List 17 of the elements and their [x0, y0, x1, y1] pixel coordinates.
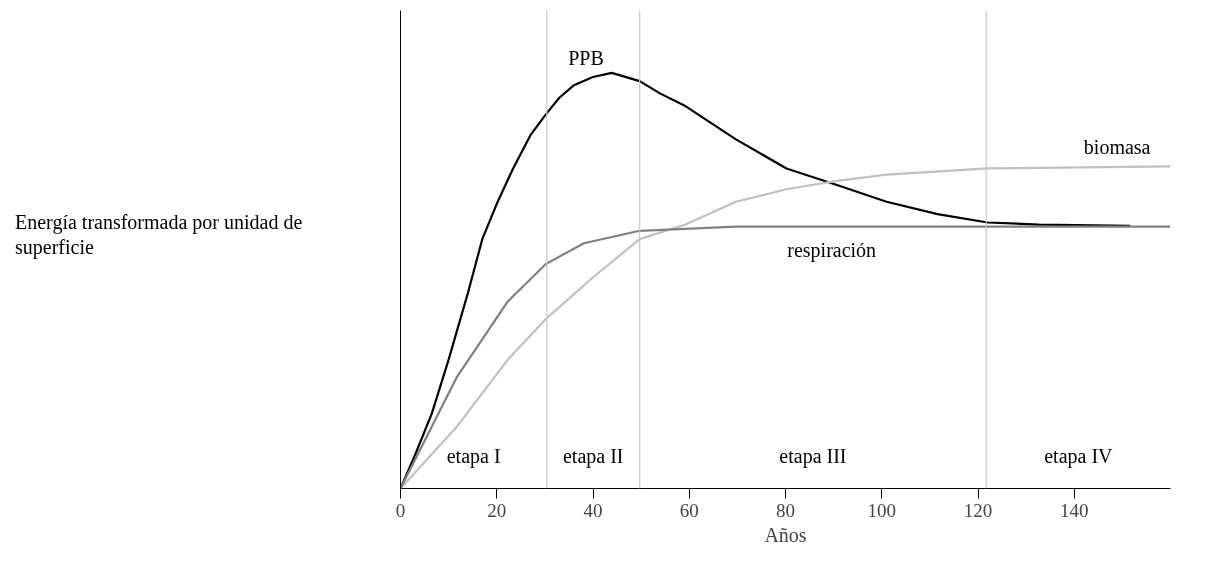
series-label: PPB [568, 46, 604, 69]
x-tick-label: 120 [963, 499, 993, 521]
x-tick-label: 140 [1060, 499, 1089, 521]
series-label: respiración [787, 238, 877, 262]
x-axis-title: Años [764, 523, 807, 546]
y-axis-title: Energía transformada por unidad de superficie [15, 210, 304, 260]
x-tick-label: 100 [867, 499, 896, 521]
annotation: etapa I [446, 444, 501, 468]
x-tick-label: 0 [395, 499, 406, 521]
annotation: etapa III [779, 444, 847, 468]
annotation: etapa IV [1044, 444, 1114, 468]
x-tick-label: 20 [487, 499, 507, 521]
series-label: biomasa [1083, 136, 1151, 159]
x-tick-label: 80 [776, 499, 795, 521]
annotation: etapa II [562, 444, 624, 468]
x-tick-label: 40 [583, 499, 603, 521]
x-tick-label: 60 [679, 499, 699, 521]
